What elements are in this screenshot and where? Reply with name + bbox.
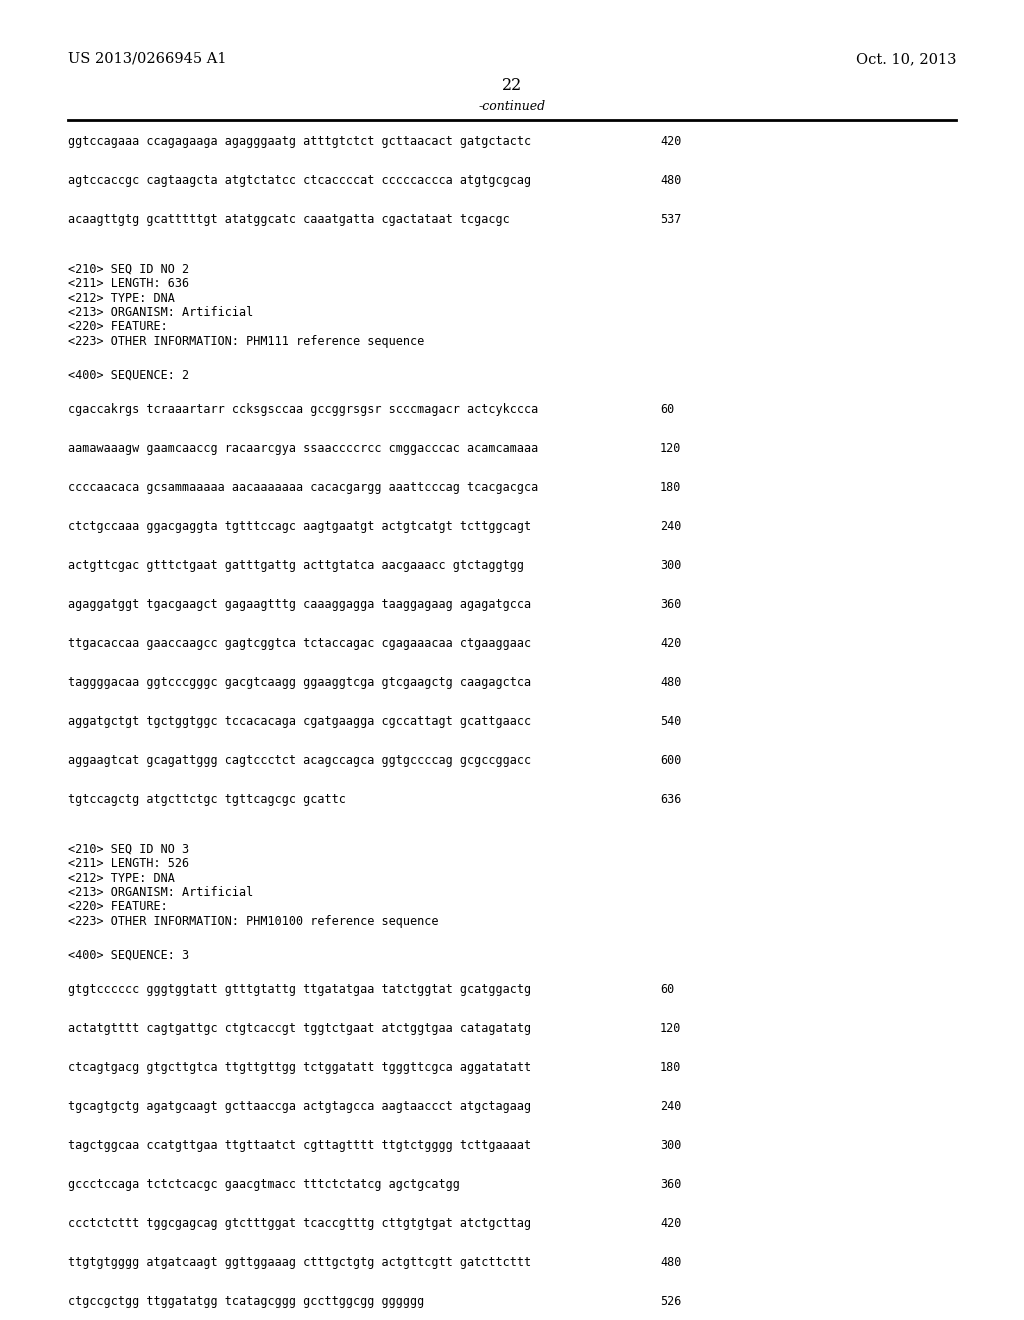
Text: <212> TYPE: DNA: <212> TYPE: DNA [68, 292, 175, 305]
Text: 636: 636 [660, 793, 681, 807]
Text: -continued: -continued [478, 100, 546, 114]
Text: ctctgccaaa ggacgaggta tgtttccagc aagtgaatgt actgtcatgt tcttggcagt: ctctgccaaa ggacgaggta tgtttccagc aagtgaa… [68, 520, 531, 533]
Text: aamawaaagw gaamcaaccg racaarcgya ssaaccccrcc cmggacccac acamcamaaa: aamawaaagw gaamcaaccg racaarcgya ssaaccc… [68, 442, 539, 455]
Text: actgttcgac gtttctgaat gatttgattg acttgtatca aacgaaacc gtctaggtgg: actgttcgac gtttctgaat gatttgattg acttgta… [68, 558, 524, 572]
Text: <211> LENGTH: 636: <211> LENGTH: 636 [68, 277, 189, 290]
Text: gccctccaga tctctcacgc gaacgtmacc tttctctatcg agctgcatgg: gccctccaga tctctcacgc gaacgtmacc tttctct… [68, 1177, 460, 1191]
Text: tgtccagctg atgcttctgc tgttcagcgc gcattc: tgtccagctg atgcttctgc tgttcagcgc gcattc [68, 793, 346, 807]
Text: 600: 600 [660, 754, 681, 767]
Text: <211> LENGTH: 526: <211> LENGTH: 526 [68, 857, 189, 870]
Text: <213> ORGANISM: Artificial: <213> ORGANISM: Artificial [68, 886, 253, 899]
Text: 180: 180 [660, 480, 681, 494]
Text: 120: 120 [660, 1022, 681, 1035]
Text: 300: 300 [660, 558, 681, 572]
Text: 300: 300 [660, 1139, 681, 1152]
Text: actatgtttt cagtgattgc ctgtcaccgt tggtctgaat atctggtgaa catagatatg: actatgtttt cagtgattgc ctgtcaccgt tggtctg… [68, 1022, 531, 1035]
Text: US 2013/0266945 A1: US 2013/0266945 A1 [68, 51, 226, 66]
Text: tgcagtgctg agatgcaagt gcttaaccga actgtagcca aagtaaccct atgctagaag: tgcagtgctg agatgcaagt gcttaaccga actgtag… [68, 1100, 531, 1113]
Text: 480: 480 [660, 1257, 681, 1269]
Text: ccctctcttt tggcgagcag gtctttggat tcaccgtttg cttgtgtgat atctgcttag: ccctctcttt tggcgagcag gtctttggat tcaccgt… [68, 1217, 531, 1230]
Text: <212> TYPE: DNA: <212> TYPE: DNA [68, 871, 175, 884]
Text: 537: 537 [660, 213, 681, 226]
Text: <400> SEQUENCE: 2: <400> SEQUENCE: 2 [68, 370, 189, 381]
Text: 480: 480 [660, 174, 681, 187]
Text: 360: 360 [660, 1177, 681, 1191]
Text: Oct. 10, 2013: Oct. 10, 2013 [855, 51, 956, 66]
Text: 480: 480 [660, 676, 681, 689]
Text: <223> OTHER INFORMATION: PHM10100 reference sequence: <223> OTHER INFORMATION: PHM10100 refere… [68, 915, 438, 928]
Text: taggggacaa ggtcccgggc gacgtcaagg ggaaggtcga gtcgaagctg caagagctca: taggggacaa ggtcccgggc gacgtcaagg ggaaggt… [68, 676, 531, 689]
Text: ggtccagaaa ccagagaaga agagggaatg atttgtctct gcttaacact gatgctactc: ggtccagaaa ccagagaaga agagggaatg atttgtc… [68, 135, 531, 148]
Text: <213> ORGANISM: Artificial: <213> ORGANISM: Artificial [68, 306, 253, 319]
Text: 180: 180 [660, 1061, 681, 1074]
Text: ttgtgtgggg atgatcaagt ggttggaaag ctttgctgtg actgttcgtt gatcttcttt: ttgtgtgggg atgatcaagt ggttggaaag ctttgct… [68, 1257, 531, 1269]
Text: agaggatggt tgacgaagct gagaagtttg caaaggagga taaggagaag agagatgcca: agaggatggt tgacgaagct gagaagtttg caaagga… [68, 598, 531, 611]
Text: 540: 540 [660, 715, 681, 729]
Text: 22: 22 [502, 77, 522, 94]
Text: <210> SEQ ID NO 3: <210> SEQ ID NO 3 [68, 842, 189, 855]
Text: <220> FEATURE:: <220> FEATURE: [68, 321, 168, 334]
Text: gtgtcccccc gggtggtatt gtttgtattg ttgatatgaa tatctggtat gcatggactg: gtgtcccccc gggtggtatt gtttgtattg ttgatat… [68, 983, 531, 997]
Text: 240: 240 [660, 1100, 681, 1113]
Text: 360: 360 [660, 598, 681, 611]
Text: 420: 420 [660, 135, 681, 148]
Text: <400> SEQUENCE: 3: <400> SEQUENCE: 3 [68, 949, 189, 962]
Text: <223> OTHER INFORMATION: PHM111 reference sequence: <223> OTHER INFORMATION: PHM111 referenc… [68, 335, 424, 348]
Text: 420: 420 [660, 1217, 681, 1230]
Text: 60: 60 [660, 983, 674, 997]
Text: tagctggcaa ccatgttgaa ttgttaatct cgttagtttt ttgtctgggg tcttgaaaat: tagctggcaa ccatgttgaa ttgttaatct cgttagt… [68, 1139, 531, 1152]
Text: cgaccakrgs tcraaartarr ccksgsccaa gccggrsgsr scccmagacr actcykccca: cgaccakrgs tcraaartarr ccksgsccaa gccggr… [68, 403, 539, 416]
Text: acaagttgtg gcatttttgt atatggcatc caaatgatta cgactataat tcgacgc: acaagttgtg gcatttttgt atatggcatc caaatga… [68, 213, 510, 226]
Text: 60: 60 [660, 403, 674, 416]
Text: <210> SEQ ID NO 2: <210> SEQ ID NO 2 [68, 263, 189, 276]
Text: 420: 420 [660, 638, 681, 649]
Text: aggaagtcat gcagattggg cagtccctct acagccagca ggtgccccag gcgccggacc: aggaagtcat gcagattggg cagtccctct acagcca… [68, 754, 531, 767]
Text: agtccaccgc cagtaagcta atgtctatcc ctcaccccat cccccaccca atgtgcgcag: agtccaccgc cagtaagcta atgtctatcc ctcaccc… [68, 174, 531, 187]
Text: ccccaacaca gcsammaaaaa aacaaaaaaa cacacgargg aaattcccag tcacgacgca: ccccaacaca gcsammaaaaa aacaaaaaaa cacacg… [68, 480, 539, 494]
Text: 120: 120 [660, 442, 681, 455]
Text: ttgacaccaa gaaccaagcc gagtcggtca tctaccagac cgagaaacaa ctgaaggaac: ttgacaccaa gaaccaagcc gagtcggtca tctacca… [68, 638, 531, 649]
Text: <220> FEATURE:: <220> FEATURE: [68, 900, 168, 913]
Text: 526: 526 [660, 1295, 681, 1308]
Text: ctcagtgacg gtgcttgtca ttgttgttgg tctggatatt tgggttcgca aggatatatt: ctcagtgacg gtgcttgtca ttgttgttgg tctggat… [68, 1061, 531, 1074]
Text: 240: 240 [660, 520, 681, 533]
Text: aggatgctgt tgctggtggc tccacacaga cgatgaagga cgccattagt gcattgaacc: aggatgctgt tgctggtggc tccacacaga cgatgaa… [68, 715, 531, 729]
Text: ctgccgctgg ttggatatgg tcatagcggg gccttggcgg gggggg: ctgccgctgg ttggatatgg tcatagcggg gccttgg… [68, 1295, 424, 1308]
